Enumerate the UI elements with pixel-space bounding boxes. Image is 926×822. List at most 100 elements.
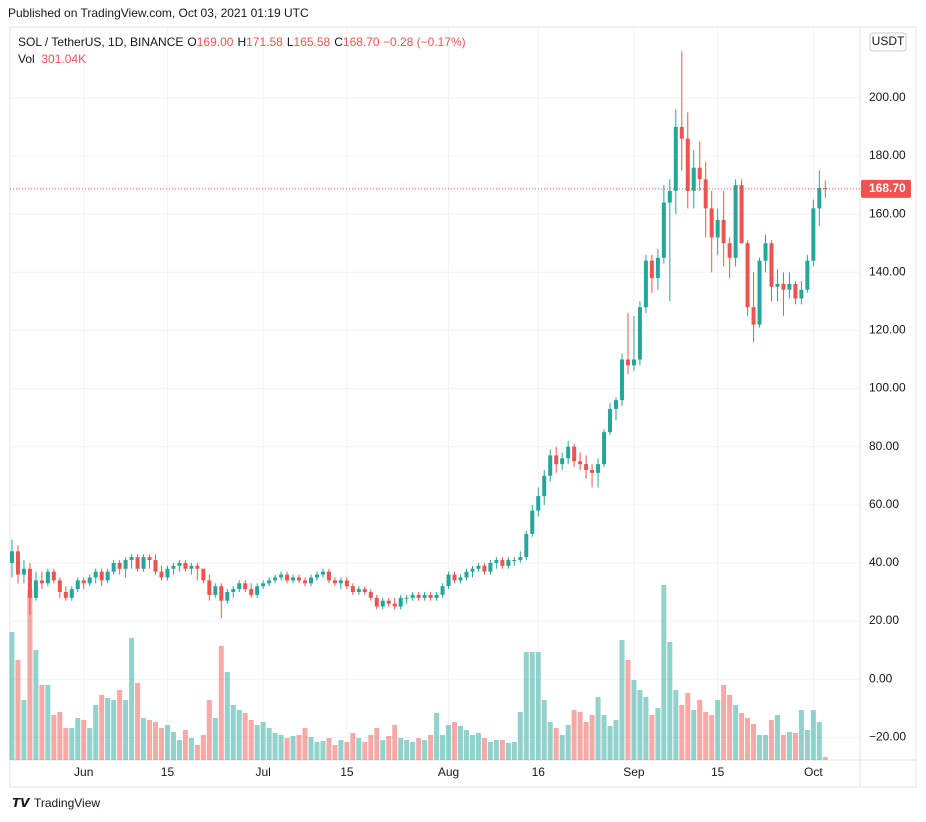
candle-body bbox=[404, 597, 409, 599]
candle-body bbox=[362, 589, 367, 593]
volume-bar bbox=[218, 646, 224, 760]
volume-bar bbox=[87, 728, 93, 760]
candle-body bbox=[9, 551, 14, 563]
candle-body bbox=[613, 400, 618, 409]
candle-body bbox=[159, 571, 164, 578]
candle-body bbox=[177, 562, 182, 566]
candle-body bbox=[799, 289, 804, 299]
volume-bar bbox=[547, 722, 553, 760]
candle-body bbox=[709, 208, 714, 238]
y-tick-label: 160.00 bbox=[869, 206, 906, 220]
volume-bar bbox=[63, 728, 69, 760]
candle-body bbox=[596, 464, 601, 473]
volume-bar bbox=[499, 740, 505, 760]
candle-body bbox=[171, 565, 176, 569]
candle-body bbox=[93, 571, 98, 578]
candle-body bbox=[631, 359, 636, 366]
candle-body bbox=[703, 179, 708, 209]
candle-body bbox=[249, 589, 254, 595]
volume-bar bbox=[296, 735, 302, 760]
candle-body bbox=[643, 260, 648, 308]
legend-row: Vol 301.04K bbox=[18, 51, 466, 68]
candle-body bbox=[344, 580, 349, 587]
volume-bar bbox=[308, 737, 314, 760]
volume-bar bbox=[380, 740, 386, 760]
candle-body bbox=[386, 600, 391, 604]
volume-bar bbox=[529, 652, 535, 760]
volume-bar bbox=[757, 735, 763, 760]
candle-body bbox=[506, 560, 511, 566]
candle-body bbox=[458, 577, 463, 581]
candle-body bbox=[368, 592, 373, 598]
volume-bar bbox=[153, 722, 159, 760]
candle-body bbox=[697, 167, 702, 180]
volume-bar bbox=[792, 733, 798, 760]
candle-body bbox=[261, 583, 266, 587]
volume-bar bbox=[75, 718, 81, 760]
volume-bar bbox=[15, 660, 21, 760]
x-tick-label: Jul bbox=[255, 765, 270, 779]
volume-value: 301.04K bbox=[41, 52, 87, 66]
volume-bar bbox=[362, 742, 368, 760]
candle-body bbox=[530, 510, 535, 534]
candle-body bbox=[255, 586, 260, 595]
currency-button-label[interactable]: USDT bbox=[872, 34, 905, 48]
y-tick-label: 0.00 bbox=[869, 671, 893, 685]
volume-bar bbox=[637, 690, 643, 760]
candle-body bbox=[518, 557, 523, 561]
candle-body bbox=[494, 560, 499, 563]
candle-body bbox=[410, 594, 415, 598]
candle-body bbox=[536, 496, 541, 511]
currency-button[interactable] bbox=[869, 32, 907, 52]
candle-body bbox=[649, 260, 654, 279]
candle-body bbox=[207, 580, 212, 595]
candle-body bbox=[332, 580, 337, 584]
volume-bar bbox=[649, 715, 655, 760]
volume-bar bbox=[703, 712, 709, 760]
candle-body bbox=[297, 577, 302, 581]
volume-bar bbox=[583, 722, 589, 760]
last-price-label: 168.70 bbox=[869, 181, 906, 195]
y-tick-label: 120.00 bbox=[869, 323, 906, 337]
candle-body bbox=[15, 551, 20, 575]
x-tick-label: Aug bbox=[438, 765, 459, 779]
candle-body bbox=[811, 208, 816, 261]
volume-bar bbox=[99, 695, 105, 760]
candle-body bbox=[51, 571, 56, 581]
x-tick-label: 16 bbox=[532, 765, 546, 779]
candle-body bbox=[195, 565, 200, 569]
volume-bar bbox=[57, 712, 63, 760]
volume-bar bbox=[230, 705, 236, 760]
volume-bar bbox=[810, 710, 816, 760]
candle-body bbox=[745, 243, 750, 308]
candle-body bbox=[584, 464, 589, 470]
candle-body bbox=[231, 589, 236, 593]
candle-body bbox=[572, 446, 577, 462]
candle-body bbox=[338, 580, 343, 584]
y-tick-label: 60.00 bbox=[869, 497, 899, 511]
candle-body bbox=[99, 571, 104, 581]
x-tick-label: Jun bbox=[74, 765, 93, 779]
last-price-box bbox=[861, 179, 911, 198]
volume-bar bbox=[505, 743, 511, 760]
candle-body bbox=[727, 243, 732, 258]
y-tick-label: 100.00 bbox=[869, 381, 906, 395]
volume-bar bbox=[595, 697, 601, 760]
volume-bar bbox=[224, 672, 230, 760]
volume-bar bbox=[493, 740, 499, 760]
x-tick-label: 15 bbox=[340, 765, 354, 779]
volume-bar bbox=[344, 742, 350, 760]
volume-bar bbox=[780, 735, 786, 760]
volume-bar bbox=[739, 713, 745, 760]
volume-bar bbox=[147, 720, 153, 760]
y-tick-label: 80.00 bbox=[869, 439, 899, 453]
volume-bar bbox=[523, 652, 529, 760]
candle-body bbox=[769, 243, 774, 287]
candle-body bbox=[111, 562, 116, 572]
candle-body bbox=[392, 603, 397, 607]
candle-body bbox=[201, 568, 206, 581]
footer: TradingView bbox=[34, 796, 100, 810]
candle-body bbox=[105, 571, 110, 581]
legend-value: 169.00 bbox=[196, 35, 234, 49]
volume-bar bbox=[565, 725, 571, 760]
